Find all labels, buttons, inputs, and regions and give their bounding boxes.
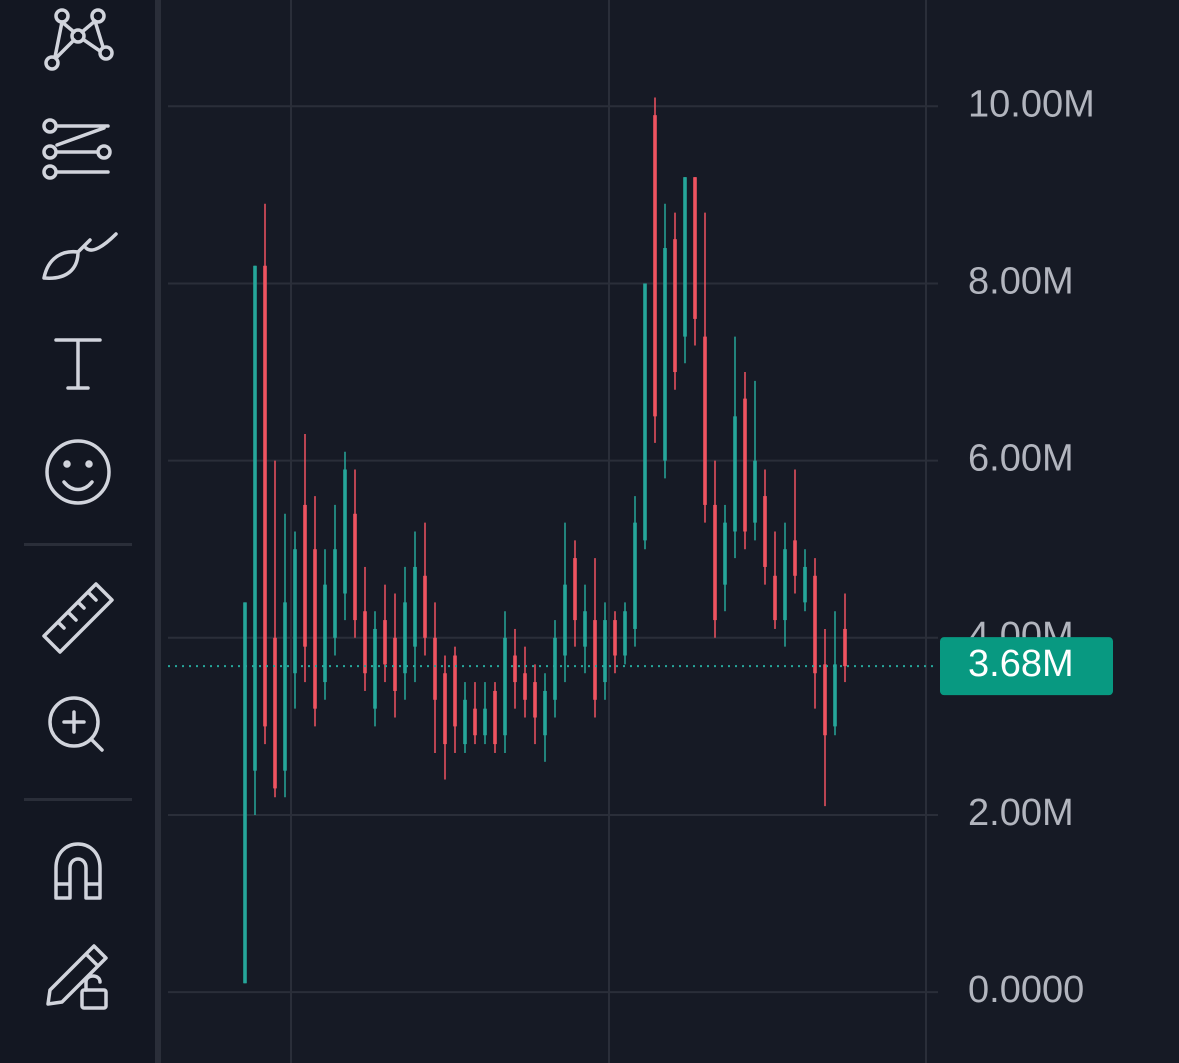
candles — [168, 97, 938, 984]
candle-body — [413, 566, 417, 647]
candle-body — [483, 708, 487, 736]
zoom-tool[interactable] — [48, 696, 104, 752]
candle-body — [663, 248, 667, 461]
candle-body — [763, 496, 767, 567]
candle-body — [343, 469, 347, 594]
candle-body — [713, 504, 717, 621]
candle-body — [283, 602, 287, 771]
candle-body — [613, 620, 617, 656]
y-tick-label: 8.00M — [968, 260, 1074, 302]
candle-body — [333, 549, 337, 638]
lock-tool[interactable] — [46, 944, 108, 1010]
toolbar-border — [155, 0, 161, 1063]
brush-tool[interactable] — [42, 232, 118, 280]
candle-body — [833, 664, 837, 727]
candle-body — [253, 265, 257, 771]
candle-body — [293, 549, 297, 674]
fib-tool[interactable] — [42, 118, 112, 180]
candle-body — [593, 620, 597, 700]
candle-body — [633, 522, 637, 629]
candle-body — [673, 239, 677, 373]
candle-body — [693, 177, 697, 319]
candle-body — [473, 708, 477, 736]
candle-body — [263, 265, 267, 727]
candle-body — [443, 673, 447, 745]
last-price-label: 3.68M — [968, 643, 1074, 685]
grid — [168, 105, 938, 994]
candle-body — [353, 513, 357, 621]
candle-body — [753, 460, 757, 523]
candle-body — [783, 549, 787, 621]
pattern-tool[interactable] — [44, 8, 114, 71]
y-tick-label: 0.0000 — [968, 969, 1084, 1011]
candle-body — [273, 637, 277, 789]
candle-body — [623, 611, 627, 656]
candle-body — [513, 655, 517, 683]
candle-body — [823, 664, 827, 736]
candle-body — [393, 637, 397, 691]
candle-body — [453, 655, 457, 727]
text-tool[interactable] — [54, 338, 102, 390]
candle-body — [743, 398, 747, 532]
candle-body — [553, 637, 557, 700]
toolbar-separator — [24, 798, 132, 801]
candle-body — [603, 620, 607, 683]
y-tick-label: 10.00M — [968, 83, 1095, 125]
candle-body — [373, 628, 377, 709]
candle-body — [523, 673, 527, 700]
y-tick-label: 2.00M — [968, 792, 1074, 834]
candle-body — [463, 699, 467, 745]
candle-body — [313, 549, 317, 709]
y-tick-label: 6.00M — [968, 438, 1074, 480]
candle-body — [543, 690, 547, 736]
candle-body — [383, 620, 387, 665]
magnet-tool[interactable] — [54, 842, 102, 900]
candle-body — [323, 584, 327, 683]
candle-body — [683, 177, 687, 337]
candle-body — [733, 416, 737, 532]
candle-body — [503, 637, 507, 736]
toolbar — [0, 0, 155, 1063]
candle-body — [433, 637, 437, 700]
last-price-box — [940, 637, 1113, 696]
candle-body — [243, 602, 247, 984]
candle-body — [493, 690, 497, 745]
candle-body — [653, 115, 657, 417]
candle-body — [843, 628, 847, 667]
candle-body — [423, 575, 427, 638]
candle-body — [533, 682, 537, 718]
candle-body — [643, 283, 647, 541]
candle-body — [793, 540, 797, 576]
candle-body — [573, 558, 577, 621]
candle-body — [303, 504, 307, 647]
toolbar-icons — [42, 8, 118, 1010]
candle-body — [723, 522, 727, 585]
toolbar-separator — [24, 543, 132, 546]
candle-body — [813, 575, 817, 674]
candle-body — [803, 566, 807, 603]
candle-body — [703, 336, 707, 505]
candle-body — [563, 584, 567, 656]
candle-body — [403, 602, 407, 674]
emoji-tool[interactable] — [45, 439, 111, 505]
candle-body — [363, 611, 367, 674]
candle-body — [773, 575, 777, 621]
candle-body — [583, 611, 587, 647]
ruler-tool[interactable] — [42, 582, 114, 654]
